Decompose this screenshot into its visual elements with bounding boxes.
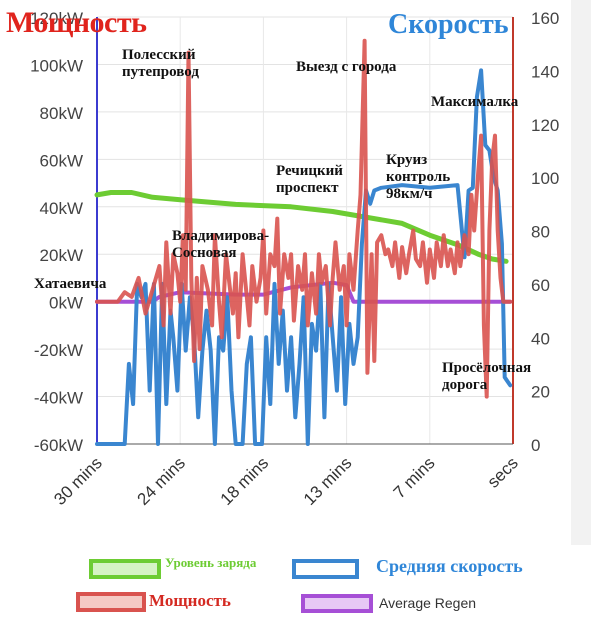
y-left-tick-label: 120kW xyxy=(30,9,83,28)
series-line-Мощность xyxy=(95,38,513,399)
annotation-maximalka: Максималка xyxy=(431,94,519,110)
legend-swatch-avg-speed xyxy=(292,559,359,579)
y-right-tick-label: 120 xyxy=(531,116,559,135)
right-margin-panel xyxy=(571,0,591,545)
annotation-khataevicha: Хатаевича xyxy=(34,276,107,292)
y-right-tick-label: 100 xyxy=(531,169,559,188)
annotation-cruise: Круиз контроль 98км/ч xyxy=(386,152,451,202)
y-left-tick-label: -20kW xyxy=(34,341,83,360)
annotation-polessky: Полесский путепровод xyxy=(122,47,199,80)
annotation-rechitsky: Речицкий проспект xyxy=(276,163,343,196)
legend-swatch-power xyxy=(76,592,146,612)
legend-label-avg-regen: Average Regen xyxy=(379,595,477,611)
x-tick-label: 7 mins xyxy=(390,453,439,502)
y-left-tick-label: 20kW xyxy=(40,246,83,265)
y-right-tick-label: 20 xyxy=(531,383,550,402)
annotation-vladimirova: Владимирова- Сосновая xyxy=(172,228,270,261)
x-tick-label: 24 mins xyxy=(133,453,189,509)
x-tick-label: 13 mins xyxy=(300,453,356,509)
series-line-Уровень заряда xyxy=(94,190,509,264)
legend-swatch-avg-regen xyxy=(301,594,373,613)
right-axis-title: Скорость xyxy=(388,9,509,40)
series-line-Средняя скорость xyxy=(95,68,513,446)
y-right-tick-label: 40 xyxy=(531,329,550,348)
x-tick-label: 18 mins xyxy=(217,453,273,509)
legend-label-power: Мощность xyxy=(149,591,231,610)
y-right-tick-label: 60 xyxy=(531,276,550,295)
legend-swatch-charge xyxy=(89,559,161,579)
x-tick-label: secs xyxy=(484,453,522,491)
y-left-tick-label: -40kW xyxy=(34,389,83,408)
y-left-tick-label: 100kW xyxy=(30,56,83,75)
annotation-exit-city: Выезд с города xyxy=(296,59,397,75)
legend-label-charge: Уровень заряда xyxy=(165,555,257,570)
left-axis-title: Мощность xyxy=(6,6,147,39)
y-left-tick-label: 80kW xyxy=(40,104,83,123)
annotation-proselochnaya: Просёлочная дорога xyxy=(442,360,532,393)
y-left-tick-label: 40kW xyxy=(40,199,83,218)
y-left-tick-label: -60kW xyxy=(34,436,83,455)
y-right-tick-label: 0 xyxy=(531,436,540,455)
legend-label-avg-speed: Средняя скорость xyxy=(376,556,523,576)
y-right-tick-label: 80 xyxy=(531,223,550,242)
x-tick-label: 30 mins xyxy=(50,453,106,509)
y-left-tick-label: 60kW xyxy=(40,151,83,170)
y-left-tick-label: 0kW xyxy=(49,294,83,313)
y-right-tick-label: 160 xyxy=(531,9,559,28)
y-right-tick-label: 140 xyxy=(531,62,559,81)
